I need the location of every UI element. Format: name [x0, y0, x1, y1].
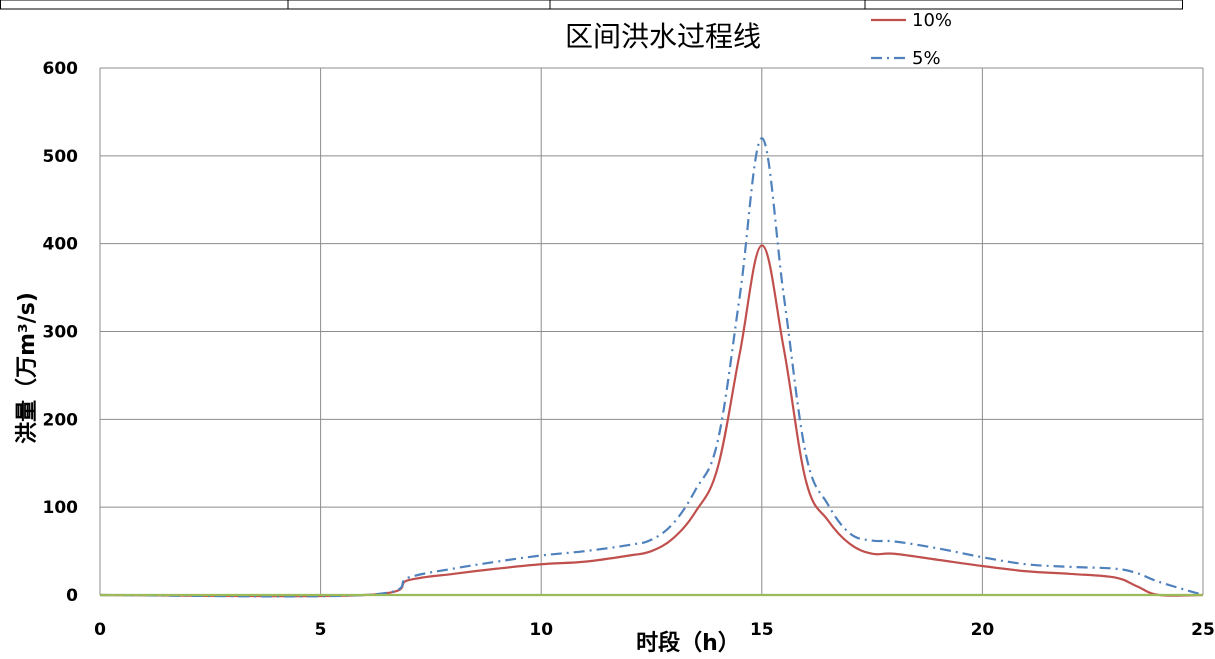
x-tick-label: 5 — [315, 620, 327, 640]
series-lines — [99, 137, 1204, 598]
top-table-fragment — [0, 0, 1183, 10]
y-tick-label: 600 — [43, 59, 79, 79]
x-axis-title: 时段（h） — [636, 630, 740, 655]
series-line-1 — [99, 137, 1204, 598]
y-tick-label: 300 — [43, 323, 79, 343]
x-tick-label: 15 — [750, 620, 774, 640]
x-tick-label: 25 — [1191, 620, 1215, 640]
tick-labels: 0 100 200 300 400 500 600 0 5 10 15 20 25 — [43, 59, 1215, 640]
legend: 10% 5% — [871, 10, 952, 69]
y-tick-label: 0 — [66, 586, 78, 606]
x-tick-label: 0 — [94, 620, 106, 640]
series-line-0 — [99, 244, 1204, 598]
y-tick-label: 500 — [43, 147, 79, 167]
legend-label-1: 5% — [912, 48, 941, 69]
legend-label-0: 10% — [912, 10, 952, 31]
y-tick-label: 100 — [43, 498, 79, 518]
chart-title: 区间洪水过程线 — [565, 20, 761, 53]
y-axis-title: 洪量（万m³/s) — [15, 292, 40, 444]
x-tick-label: 10 — [529, 620, 553, 640]
y-tick-label: 400 — [43, 235, 79, 255]
y-tick-label: 200 — [43, 410, 79, 430]
grid — [99, 67, 1204, 596]
table-border — [0, 0, 1183, 10]
x-tick-label: 20 — [971, 620, 995, 640]
